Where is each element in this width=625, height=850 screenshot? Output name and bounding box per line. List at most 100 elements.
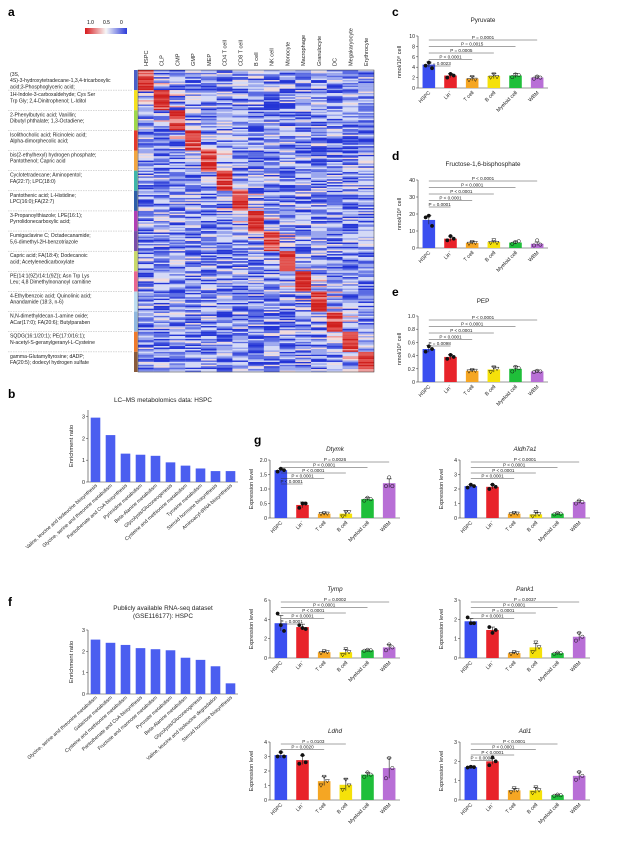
heatmap-cell [358,264,375,266]
heatmap-cell [232,121,249,124]
heatmap-cell [200,205,217,207]
heatmap-cell [342,151,359,154]
heatmap-cell [342,350,359,352]
heatmap-cell [232,206,249,209]
heatmap-cell [295,196,312,199]
heatmap-cell [169,97,186,99]
heatmap-cell [169,228,186,230]
bar-hspc [464,767,478,800]
heatmap-cell [185,72,202,75]
heatmap-cell [216,285,233,288]
heatmap-cell [295,295,312,298]
heatmap-cell [311,192,327,194]
heatmap-cell [185,277,202,279]
heatmap-cell [185,341,202,344]
y-tick-label: 4 [264,740,267,746]
y-tick-label: 1 [454,779,457,785]
heatmap-cell [311,369,327,371]
heatmap-cell [185,183,202,186]
heatmap-cell [185,146,202,148]
heatmap-cell [200,146,217,148]
heatmap-cell [138,140,154,143]
heatmap-cell [248,186,264,189]
heatmap-cell [232,139,249,141]
heatmap-cell [248,101,264,104]
heatmap-cell [185,190,202,193]
heatmap-cell [248,359,264,361]
heatmap-cell [295,183,312,186]
heatmap-cell [138,153,154,155]
heatmap-cell [263,85,280,88]
heatmap-cell [153,308,170,311]
heatmap-cell [185,100,202,102]
heatmap-cell [232,313,249,315]
data-point [282,628,286,633]
heatmap-cell [200,163,217,166]
y-tick-label: 0 [412,86,415,92]
heatmap-cell [295,130,312,132]
heatmap-cell [200,134,217,137]
heatmap-cell [263,162,280,164]
heatmap-cell [358,320,375,322]
data-point [468,482,473,487]
heatmap-cell [153,167,170,170]
chart-title: PEP [477,298,490,305]
x-tick-label: Pantothenate and CoA biosynthesis [66,483,129,541]
heatmap-cell [326,324,343,327]
data-point [430,223,434,228]
heatmap-cell [279,254,296,256]
heatmap-cell [295,255,312,258]
data-point [491,365,497,370]
heatmap-cell [153,174,170,177]
heatmap-cell [326,173,343,176]
heatmap-cell [138,101,154,104]
heatmap-cell [232,160,249,163]
heatmap-cell [200,297,217,299]
heatmap-cell [295,302,312,305]
heatmap-cell [169,248,186,250]
heatmap-cell [169,305,186,308]
heatmap-cell [358,177,375,180]
heatmap-cell [279,298,296,301]
heatmap-cell [311,231,327,233]
heatmap-cell [169,88,186,91]
heatmap-cell [358,190,375,193]
heatmap-cell [358,232,375,235]
heatmap-cell [232,136,249,138]
x-tick-label: Lin− [442,382,455,395]
heatmap-cell [248,325,264,328]
heatmap-column-label: NK cell [270,48,276,66]
heatmap-cell [153,87,170,89]
heatmap-cell [185,261,202,263]
heatmap-cell [138,82,154,85]
heatmap-cell [216,187,233,190]
heatmap-cell [326,193,343,196]
heatmap-cell [248,104,264,107]
heatmap-cell [200,215,217,217]
heatmap-cell [326,351,343,354]
heatmap-cell [216,344,233,347]
heatmap-cell [263,256,280,259]
heatmap-cell [295,279,312,282]
heatmap-cell [326,353,343,355]
heatmap-cell [232,101,249,104]
heatmap-cell [263,74,280,76]
heatmap-cell [200,290,217,292]
heatmap-cell [200,196,217,199]
heatmap-cell [311,344,327,347]
heatmap-cell [200,107,217,109]
heatmap-cell [295,104,312,107]
heatmap-cell [185,151,202,154]
heatmap-cell [138,159,154,161]
heatmap-cell [200,318,217,321]
heatmap-cell [232,180,249,183]
x-tick-label: B cell [484,90,497,103]
heatmap-row-group-color [134,90,138,111]
heatmap-cell [311,363,327,365]
heatmap-cell [138,136,154,138]
heatmap-cell [216,367,233,370]
heatmap-cell [232,300,249,302]
heatmap-cell [153,107,170,109]
heatmap-cell [153,94,170,96]
heatmap-cell [200,245,217,247]
